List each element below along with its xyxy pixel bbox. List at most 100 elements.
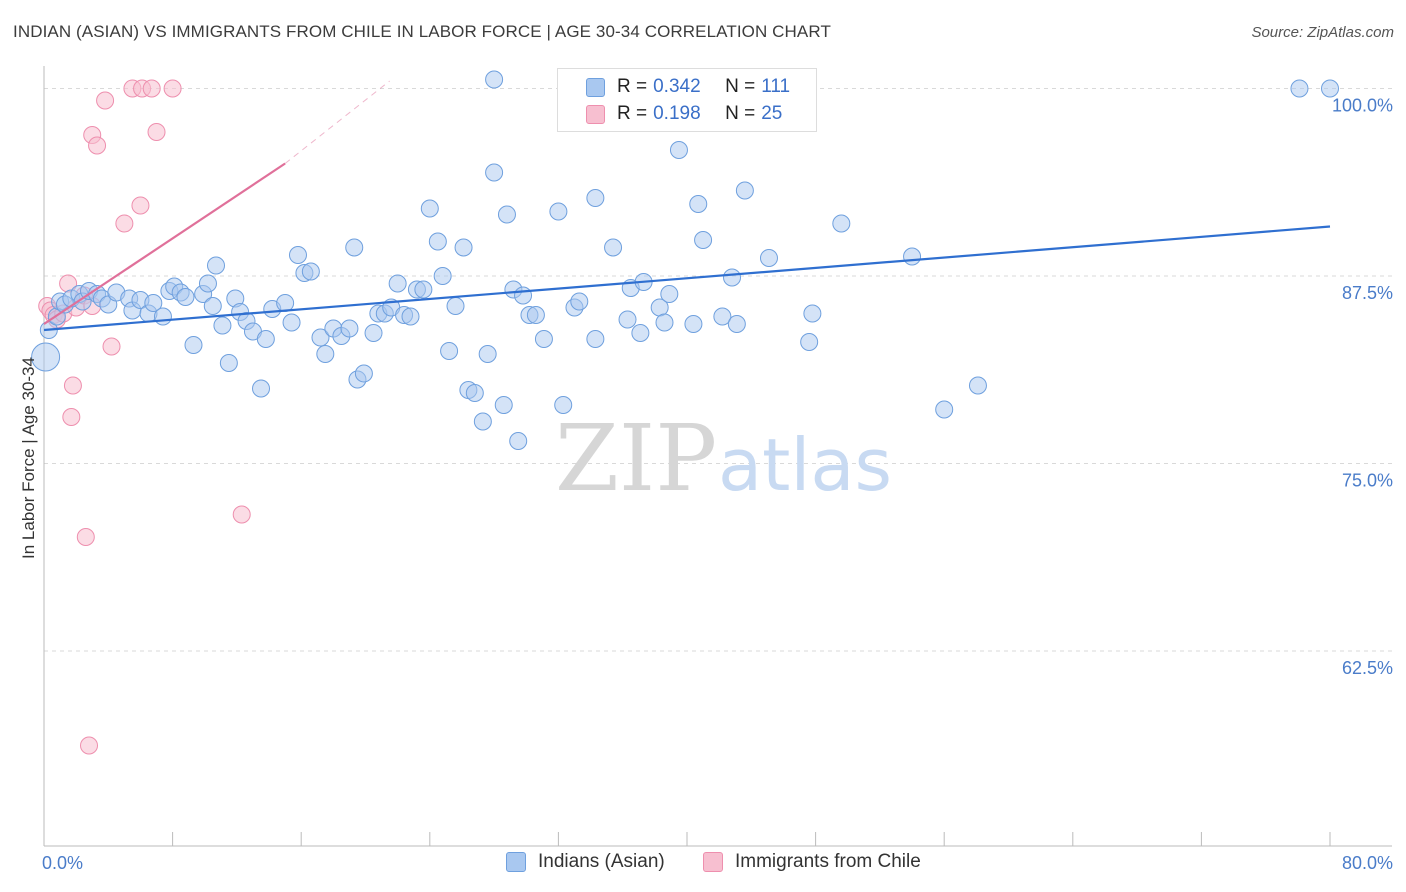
legend-n-value: 111 <box>761 76 791 97</box>
indian-point <box>570 292 589 311</box>
series-legend: Indians (Asian) Immigrants from Chile <box>0 851 1406 877</box>
indian-point <box>414 280 433 299</box>
tick-labels: 62.5% 75.0% 87.5% 100.0% 0.0% 80.0% <box>42 96 1393 874</box>
chile-point <box>131 196 150 215</box>
indian-point <box>689 195 708 213</box>
indian-point <box>256 330 275 348</box>
indian-point <box>669 141 688 159</box>
indian-point <box>485 163 504 182</box>
indian-point <box>478 345 497 363</box>
indian-point <box>420 199 439 218</box>
y-tick-label: 100.0% <box>1332 96 1393 116</box>
indian-point <box>316 345 335 363</box>
legend-label-chile: Immigrants from Chile <box>735 851 921 872</box>
chile-point <box>232 505 251 524</box>
indian-point <box>684 315 703 333</box>
indian-points <box>31 70 1339 450</box>
watermark-zip: ZIP <box>555 405 717 512</box>
indian-point <box>198 274 217 293</box>
indian-point <box>514 286 533 305</box>
indian-point <box>735 181 754 200</box>
y-tick-label: 62.5% <box>1342 658 1393 678</box>
trend-lines <box>43 80 1331 332</box>
indian-point <box>354 364 373 383</box>
indian-point <box>968 376 987 395</box>
indian-point <box>713 307 732 326</box>
indian-point <box>800 333 819 351</box>
chile-point <box>62 408 81 426</box>
chile-point <box>147 123 166 141</box>
indian-point <box>276 294 295 312</box>
indian-point <box>1321 79 1339 98</box>
indian-point <box>494 396 513 414</box>
legend-label-indian: Indians (Asian) <box>538 851 665 872</box>
chile-points <box>38 79 251 755</box>
indian-point <box>935 400 954 419</box>
correlation-legend: R = 0.342 N = 111 R = 0.198 N = 25 <box>557 68 817 132</box>
legend-row-chile: R = 0.198 N = 25 <box>586 101 782 127</box>
indian-point <box>660 285 679 303</box>
chart-title: INDIAN (ASIAN) VS IMMIGRANTS FROM CHILE … <box>13 22 831 41</box>
legend-swatch-pink <box>703 852 723 872</box>
indian-point <box>655 313 674 332</box>
chile-point <box>142 79 161 98</box>
indian-point <box>288 246 307 264</box>
indian-point <box>440 342 459 360</box>
x-tick-label: 0.0% <box>42 853 83 873</box>
indian-point <box>207 256 226 275</box>
chile-point <box>88 136 107 155</box>
indian-point <box>803 304 822 323</box>
indian-point <box>203 297 222 315</box>
chile-point <box>63 376 82 395</box>
indian-point <box>252 379 271 398</box>
axes <box>43 66 1392 847</box>
legend-n-value: 25 <box>761 103 783 124</box>
legend-item-chile[interactable]: Immigrants from Chile <box>703 851 921 873</box>
indian-point <box>604 238 623 257</box>
indian-point <box>454 238 473 257</box>
chile-trend-line <box>43 162 286 325</box>
indian-point <box>534 330 553 348</box>
indian-point <box>618 310 637 329</box>
legend-r-value: 0.342 <box>653 76 701 97</box>
indian-point <box>549 202 568 221</box>
legend-n-label: N = <box>725 103 756 124</box>
chile-point <box>76 528 95 546</box>
legend-item-indian[interactable]: Indians (Asian) <box>506 851 665 873</box>
indian-point <box>446 297 465 315</box>
indian-point <box>723 268 742 287</box>
indian-point <box>586 189 605 207</box>
indian-point <box>428 232 447 251</box>
indian-point <box>31 342 61 372</box>
indian-point <box>176 288 195 306</box>
indian-point <box>473 412 492 431</box>
indian-point <box>1290 79 1309 98</box>
indian-point <box>497 205 516 224</box>
legend-r-label: R = <box>617 103 648 124</box>
chile-point <box>102 337 121 356</box>
indian-point <box>282 313 301 332</box>
legend-r-label: R = <box>617 76 648 97</box>
chile-point <box>80 736 99 755</box>
y-tick-label: 87.5% <box>1342 283 1393 303</box>
indian-point <box>903 247 922 266</box>
indian-point <box>586 330 605 348</box>
legend-row-indian: R = 0.342 N = 111 <box>586 74 790 100</box>
legend-r-value: 0.198 <box>653 103 701 124</box>
chile-point <box>115 214 134 233</box>
indian-point <box>759 249 778 267</box>
y-tick-label: 75.0% <box>1342 471 1393 491</box>
indian-point <box>301 262 320 281</box>
legend-n-label: N = <box>725 76 756 97</box>
indian-point <box>213 316 232 335</box>
indian-point <box>727 315 746 333</box>
indian-point <box>485 70 504 89</box>
indian-point <box>153 307 172 326</box>
indian-point <box>144 294 163 312</box>
indian-point <box>832 214 851 233</box>
watermark-atlas: atlas <box>718 423 892 507</box>
indian-point <box>526 306 545 324</box>
legend-swatch-blue <box>586 77 605 97</box>
chile-point <box>96 91 115 110</box>
